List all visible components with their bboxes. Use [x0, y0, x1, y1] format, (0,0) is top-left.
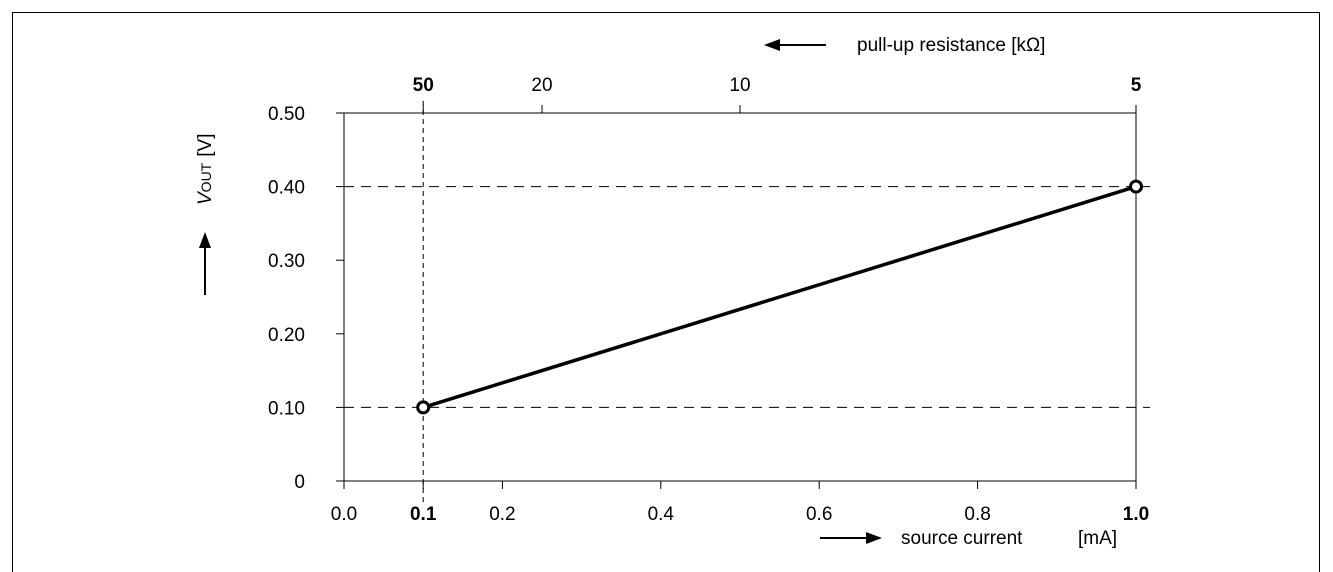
x-tick-label: 0.1	[410, 504, 437, 525]
top-tick-label: 50	[413, 75, 434, 96]
x-axis-label: source current	[901, 528, 1023, 549]
top-axis: 50 20 10 5	[413, 75, 1142, 113]
x-axis-arrow	[820, 532, 882, 544]
plot-area	[343, 112, 1137, 482]
y-axis-label: VOUT [V]	[195, 134, 216, 205]
top-tick-label: 20	[531, 75, 552, 96]
x-tick-label: 0.8	[964, 504, 990, 525]
y-tick-label: 0.20	[268, 325, 305, 346]
series-line	[422, 184, 1137, 410]
top-axis-arrow	[764, 39, 826, 51]
y-tick-label: 0.40	[268, 178, 305, 199]
x-axis: 0.0 0.1 0.2 0.4 0.6 0.8 1.0	[331, 481, 1149, 525]
top-axis-label: pull-up resistance [kΩ]	[857, 35, 1045, 56]
y-axis-label-sub: OUT	[198, 162, 214, 192]
data-point	[1129, 179, 1143, 194]
data-point	[416, 400, 431, 415]
x-tick-label: 1.0	[1123, 504, 1149, 525]
y-tick-label: 0.30	[268, 251, 305, 272]
y-axis: 0 0.10 0.20 0.30 0.40 0.50	[268, 104, 344, 493]
top-tick-label: 5	[1131, 75, 1142, 96]
y-tick-label: 0.10	[268, 398, 305, 419]
y-axis-arrow	[199, 232, 211, 295]
y-axis-label-unit: [V]	[195, 134, 216, 157]
x-axis-unit: [mA]	[1078, 528, 1117, 549]
x-tick-label: 0.2	[489, 504, 515, 525]
y-tick-label: 0.50	[268, 104, 305, 125]
figure-frame	[12, 12, 1320, 572]
series	[416, 179, 1143, 415]
x-tick-label: 0.0	[331, 504, 357, 525]
top-tick-label: 10	[729, 75, 750, 96]
y-tick-label: 0	[294, 472, 305, 493]
reference-lines	[344, 101, 1150, 505]
y-axis-label-main: V	[195, 190, 216, 205]
x-tick-label: 0.6	[806, 504, 832, 525]
x-tick-label: 0.4	[648, 504, 675, 525]
